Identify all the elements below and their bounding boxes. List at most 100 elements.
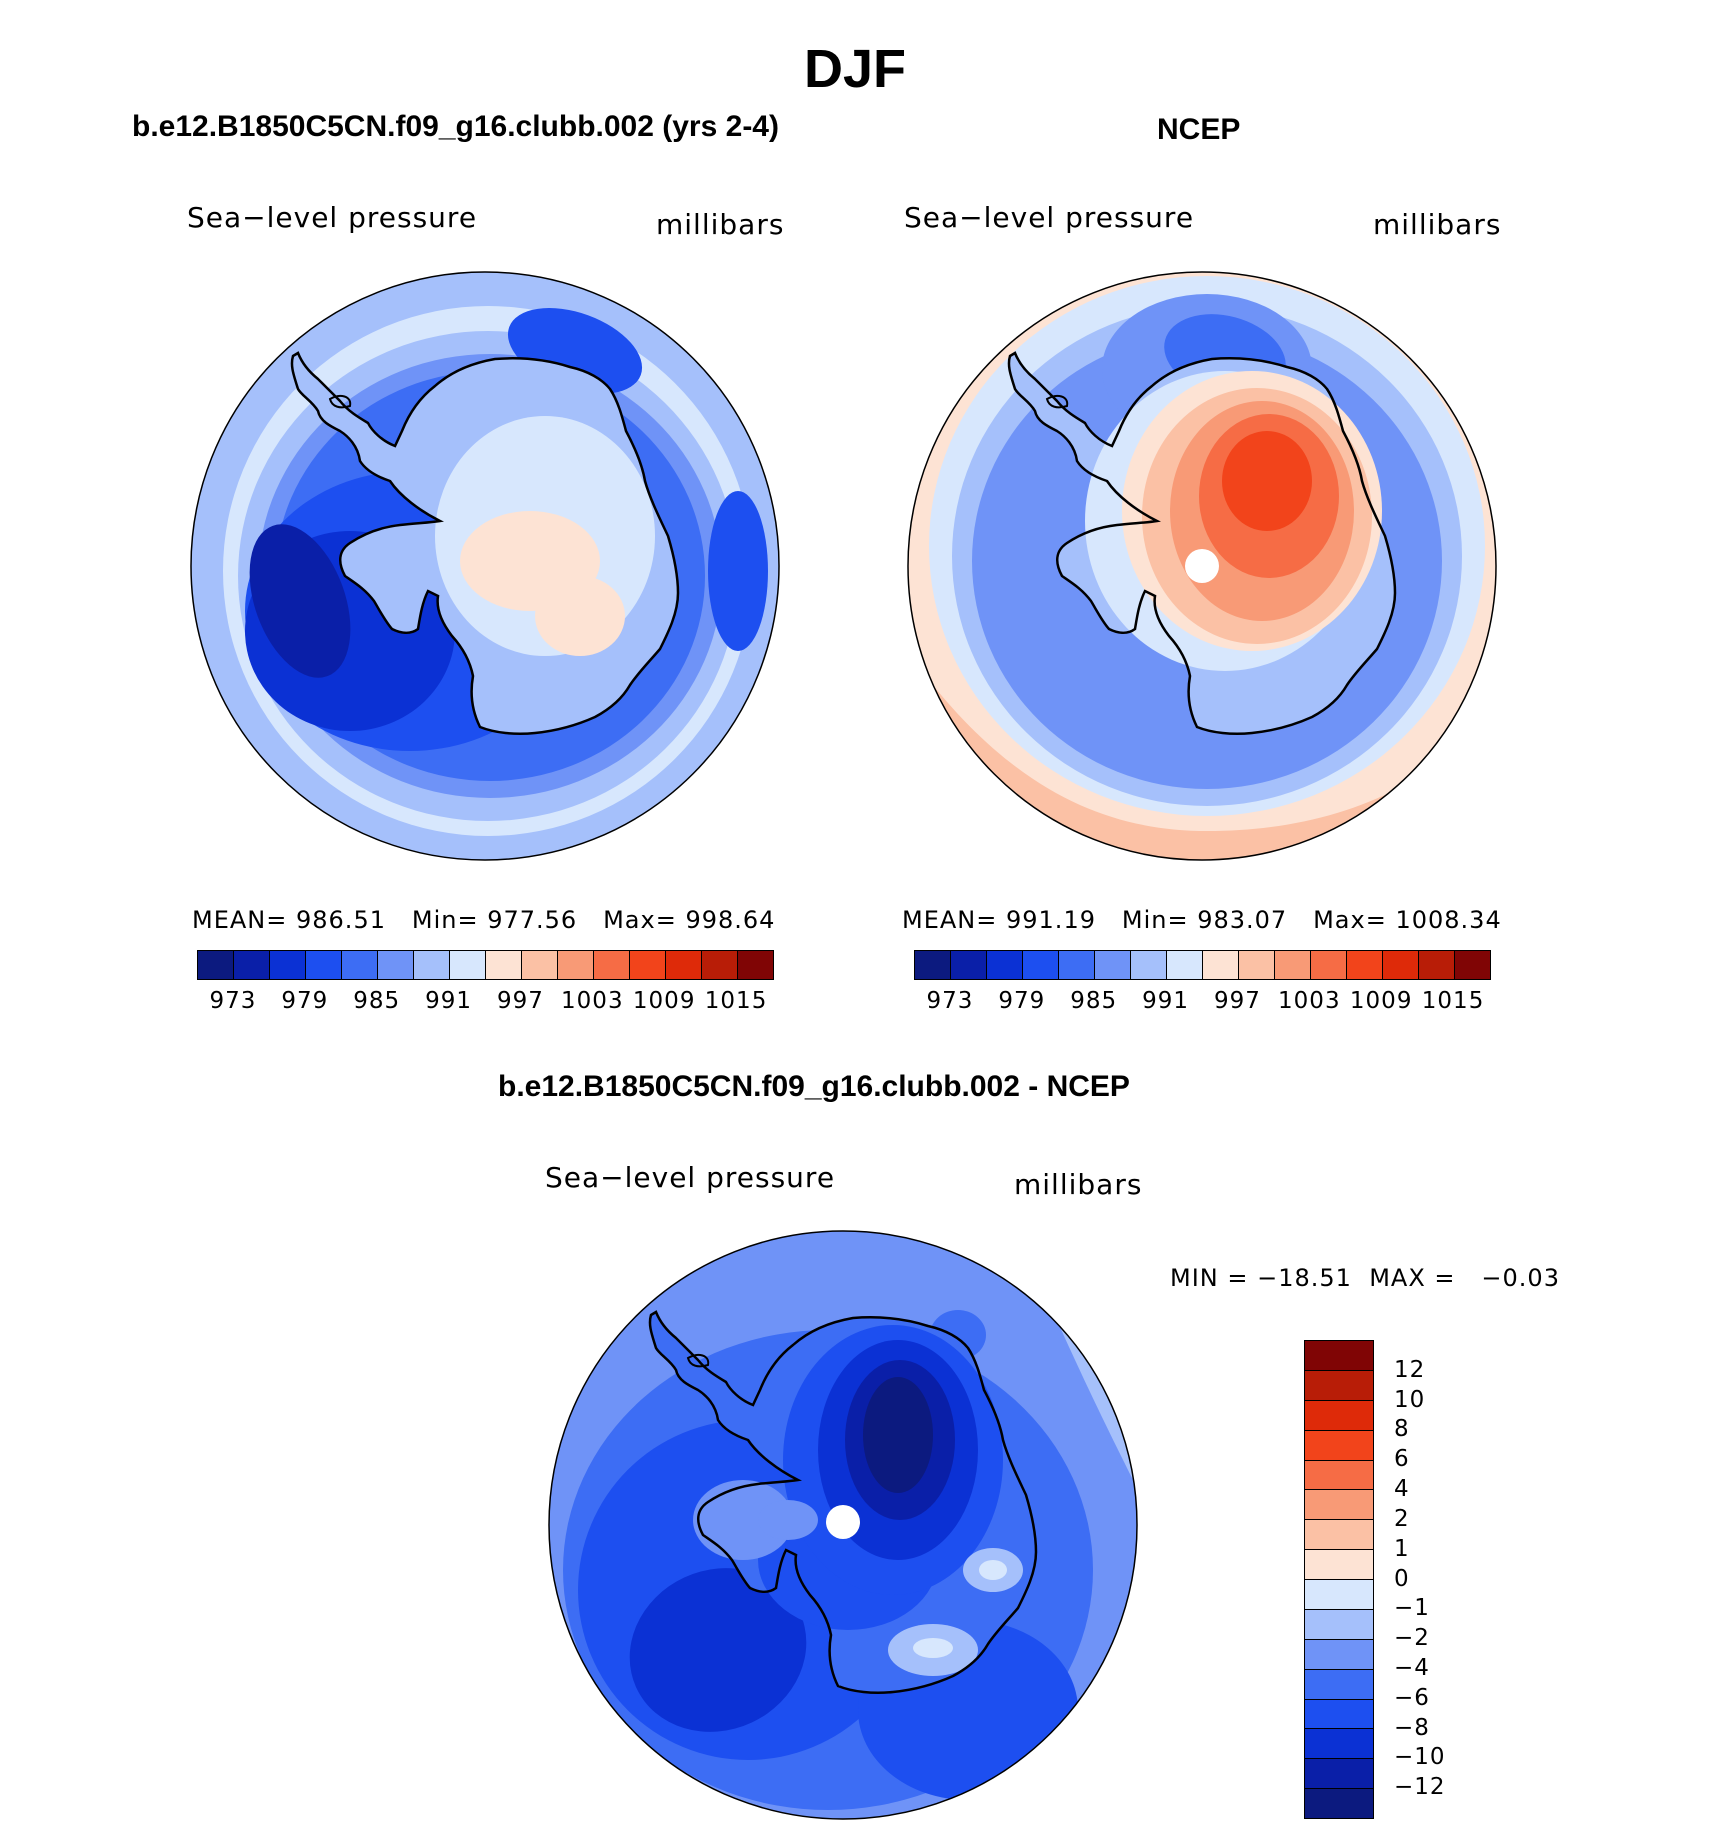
obs-colorbar-box — [1239, 951, 1275, 979]
model-colorbar-box — [414, 951, 450, 979]
obs-colorbar-tick-label: 979 — [998, 988, 1046, 1014]
obs-mean-label: MEAN= — [902, 906, 998, 934]
model-colorbar-box — [702, 951, 738, 979]
diff-colorbar-tick-label: 6 — [1394, 1446, 1410, 1473]
diff-variable-label: Sea−level pressure — [545, 1161, 836, 1194]
model-colorbar-tick-label: 1015 — [704, 988, 768, 1014]
model-colorbar-box — [630, 951, 666, 979]
diff-colorbar-tick-label: −2 — [1394, 1625, 1430, 1652]
model-max-label: Max= — [603, 906, 677, 934]
diff-colorbar-box — [1305, 1729, 1373, 1760]
diff-colorbar-box — [1305, 1490, 1373, 1521]
diff-colorbar-box — [1305, 1789, 1373, 1818]
diff-units-label: millibars — [1014, 1168, 1143, 1201]
diff-colorbar-box — [1305, 1580, 1373, 1610]
diff-min-label: MIN = — [1170, 1264, 1249, 1292]
model-colorbar-tick-label: 1003 — [561, 988, 624, 1014]
obs-colorbar-box — [1347, 951, 1383, 979]
diff-colorbar-tick-label: 4 — [1394, 1476, 1410, 1503]
model-mean-value: 986.51 — [296, 906, 386, 934]
diff-colorbar-tick-label: −6 — [1394, 1684, 1430, 1711]
diff-colorbar-box — [1305, 1341, 1373, 1371]
model-colorbar-box — [342, 951, 378, 979]
diff-colorbar-box — [1305, 1639, 1373, 1670]
model-mean-label: MEAN= — [192, 906, 288, 934]
obs-colorbar-box — [1203, 951, 1239, 979]
diff-colorbar-box — [1305, 1699, 1373, 1730]
diff-colorbar — [1304, 1340, 1374, 1819]
obs-map — [907, 271, 1497, 861]
model-colorbar-box — [486, 951, 522, 979]
model-colorbar-box — [198, 951, 234, 979]
obs-colorbar — [914, 950, 1491, 980]
obs-min-label: Min= — [1121, 906, 1189, 934]
obs-colorbar-box — [1419, 951, 1455, 979]
model-colorbar-tick-label: 997 — [496, 988, 544, 1014]
diff-colorbar-tick-label: 1 — [1394, 1535, 1410, 1562]
obs-colorbar-box — [951, 951, 987, 979]
model-colorbar-tick-label: 979 — [281, 988, 329, 1014]
obs-colorbar-tick-label: 1003 — [1278, 988, 1341, 1014]
diff-colorbar-tick-label: −12 — [1394, 1774, 1446, 1801]
diff-colorbar-box — [1305, 1430, 1373, 1461]
diff-max-value: −0.03 — [1481, 1264, 1560, 1292]
model-stats: MEAN= 986.51 Min= 977.56 Max= 998.64 — [192, 906, 775, 934]
model-min-label: Min= — [411, 906, 479, 934]
obs-colorbar-box — [915, 951, 951, 979]
diff-case-title: b.e12.B1850C5CN.f09_g16.clubb.002 - NCEP — [498, 1070, 1130, 1103]
diff-colorbar-tick-label: 10 — [1394, 1386, 1426, 1413]
obs-mean-value: 991.19 — [1006, 906, 1096, 934]
model-colorbar-box — [450, 951, 486, 979]
obs-colorbar-box — [1455, 951, 1490, 979]
diff-colorbar-box — [1305, 1400, 1373, 1431]
model-colorbar-box — [378, 951, 414, 979]
model-colorbar-tick-label: 973 — [209, 988, 257, 1014]
model-map — [190, 271, 780, 861]
obs-colorbar-box — [1059, 951, 1095, 979]
model-min-value: 977.56 — [487, 906, 578, 934]
diff-map — [548, 1230, 1138, 1820]
diff-colorbar-tick-label: 12 — [1394, 1356, 1426, 1383]
obs-units-label: millibars — [1373, 208, 1502, 241]
model-colorbar-tick-label: 985 — [353, 988, 401, 1014]
model-colorbar-box — [738, 951, 773, 979]
diff-colorbar-box — [1305, 1609, 1373, 1640]
model-colorbar — [197, 950, 774, 980]
diff-colorbar-box — [1305, 1370, 1373, 1401]
diff-colorbar-box — [1305, 1669, 1373, 1700]
obs-colorbar-tick-label: 985 — [1070, 988, 1118, 1014]
diff-stats: MIN = −18.51 MAX = −0.03 — [1170, 1264, 1560, 1292]
diff-colorbar-box — [1305, 1520, 1373, 1551]
diff-min-value: −18.51 — [1257, 1264, 1352, 1292]
obs-colorbar-box — [1131, 951, 1167, 979]
obs-colorbar-tick-label: 973 — [926, 988, 974, 1014]
obs-max-value: 1008.34 — [1395, 906, 1502, 934]
diff-colorbar-tick-label: 2 — [1394, 1505, 1410, 1532]
obs-colorbar-box — [1023, 951, 1059, 979]
diff-colorbar-tick-label: −1 — [1394, 1595, 1430, 1622]
model-units-label: millibars — [656, 208, 785, 241]
obs-min-value: 983.07 — [1197, 906, 1288, 934]
obs-variable-label: Sea−level pressure — [904, 201, 1195, 234]
obs-colorbar-box — [987, 951, 1023, 979]
obs-max-label: Max= — [1313, 906, 1387, 934]
obs-colorbar-tick-label: 1009 — [1349, 988, 1413, 1014]
model-colorbar-box — [594, 951, 630, 979]
obs-stats: MEAN= 991.19 Min= 983.07 Max= 1008.34 — [902, 906, 1502, 934]
obs-colorbar-tick-label: 997 — [1213, 988, 1261, 1014]
diff-colorbar-tick-label: −10 — [1394, 1744, 1446, 1771]
model-colorbar-tick-label: 1009 — [632, 988, 696, 1014]
model-case-title: b.e12.B1850C5CN.f09_g16.clubb.002 (yrs 2… — [132, 110, 779, 143]
obs-colorbar-tick-label: 1015 — [1421, 988, 1485, 1014]
diff-colorbar-tick-label: 0 — [1394, 1565, 1410, 1592]
model-colorbar-box — [234, 951, 270, 979]
model-colorbar-box — [522, 951, 558, 979]
obs-colorbar-box — [1275, 951, 1311, 979]
obs-colorbar-tick-label: 991 — [1142, 988, 1190, 1014]
model-colorbar-box — [558, 951, 594, 979]
diff-colorbar-tick-label: −4 — [1394, 1654, 1430, 1681]
diff-max-label: MAX = — [1369, 1264, 1456, 1292]
figure-title: DJF — [803, 39, 906, 99]
model-colorbar-tick-label: 991 — [425, 988, 473, 1014]
diff-colorbar-box — [1305, 1759, 1373, 1790]
